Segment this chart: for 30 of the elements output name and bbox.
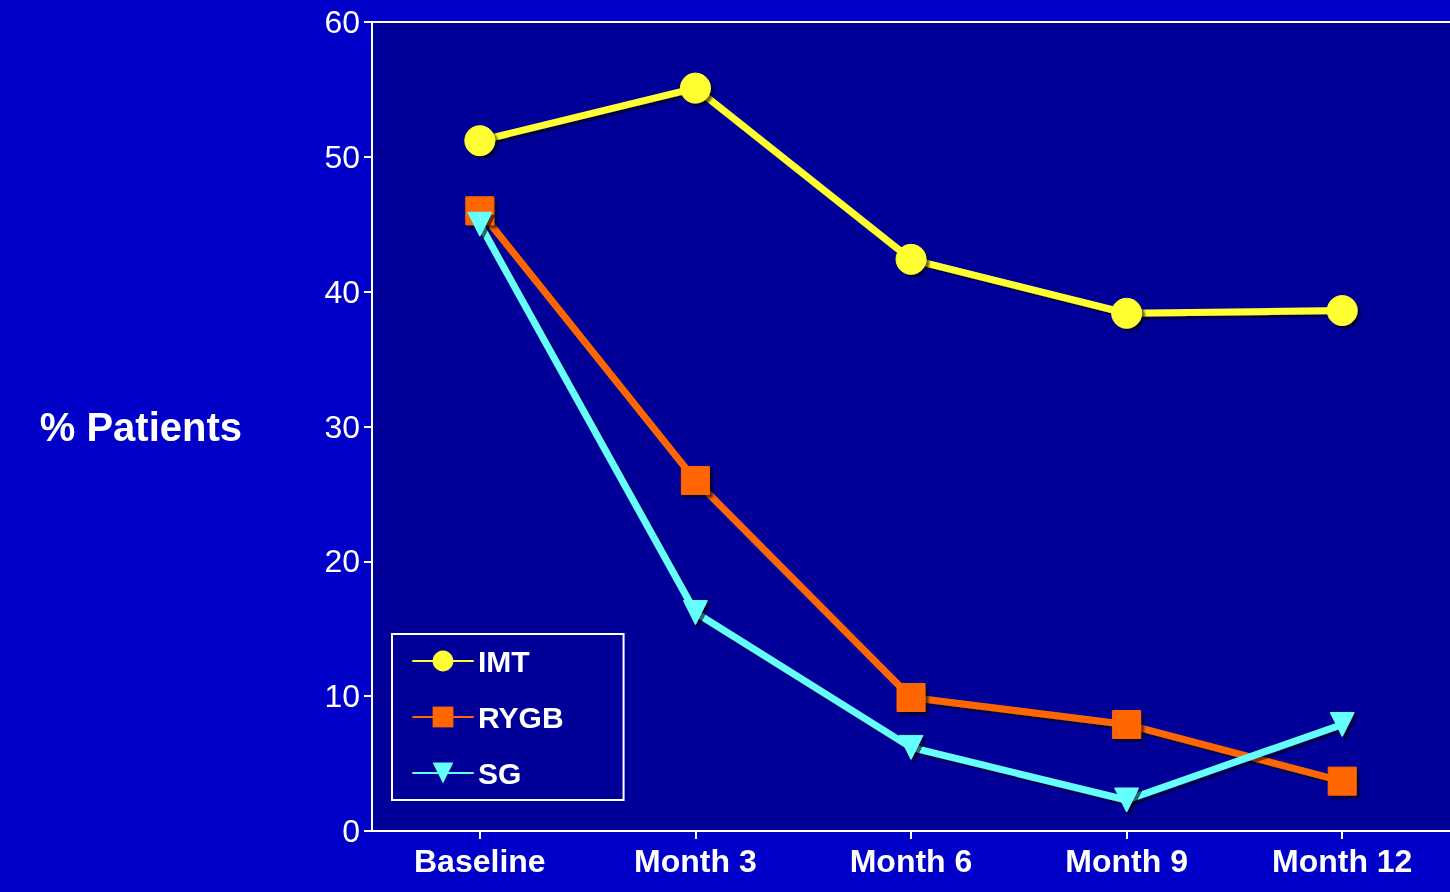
x-tick-label: Baseline xyxy=(413,843,546,879)
x-tick-label: Month 12 xyxy=(1271,843,1413,879)
y-tick-label: 50 xyxy=(324,138,360,175)
x-tick-label: Month 3 xyxy=(634,843,757,879)
legend-label: IMT xyxy=(478,644,530,678)
legend-label: SG xyxy=(478,756,522,790)
x-tick-label: Month 9 xyxy=(1065,843,1188,879)
y-axis-title: % Patients xyxy=(39,404,242,449)
point xyxy=(898,734,924,760)
point xyxy=(679,72,711,104)
point xyxy=(682,600,708,626)
point xyxy=(464,125,496,157)
point xyxy=(1329,711,1355,737)
legend-label: RYGB xyxy=(478,700,564,734)
point xyxy=(1327,766,1357,796)
point xyxy=(680,465,710,495)
point xyxy=(896,683,926,713)
point xyxy=(1326,295,1358,327)
y-tick-label: 0 xyxy=(342,813,360,849)
y-tick-label: 40 xyxy=(324,273,360,310)
point xyxy=(467,211,493,237)
y-tick-label: 10 xyxy=(324,678,360,715)
point xyxy=(1111,297,1143,329)
point xyxy=(1114,787,1140,813)
x-tick-label: Month 6 xyxy=(849,843,973,879)
point xyxy=(1112,709,1142,739)
y-tick-label: 60 xyxy=(324,4,360,40)
point xyxy=(895,243,927,275)
y-tick-label: 20 xyxy=(324,543,360,580)
y-tick-label: 30 xyxy=(324,408,360,445)
